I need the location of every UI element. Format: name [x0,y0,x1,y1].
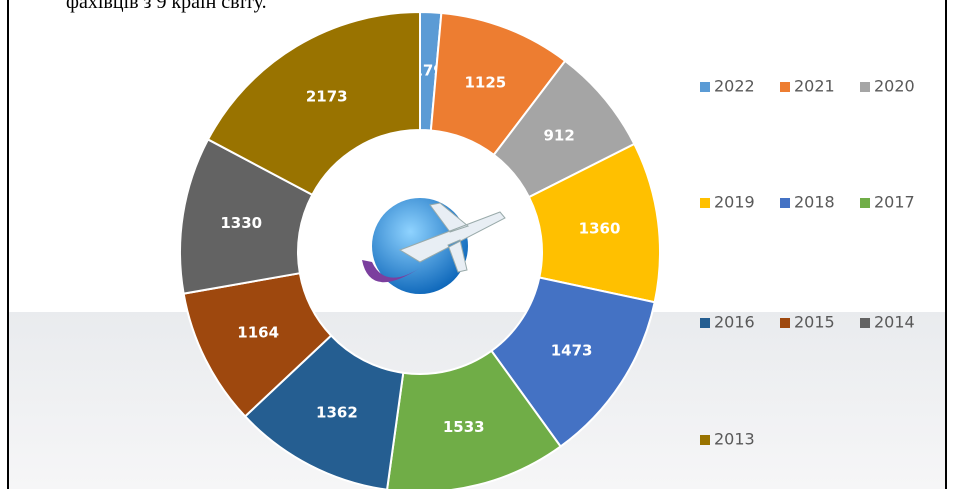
caption: фахівців з 9 країн світу. [66,0,267,13]
legend-swatch [780,318,790,328]
legend-swatch [860,198,870,208]
slice-label: 912 [543,127,574,145]
legend-label: 2016 [714,313,755,332]
slice-label: 1164 [237,324,279,342]
legend-label: 2014 [874,313,915,332]
legend-swatch [860,318,870,328]
legend-label: 2017 [874,193,915,212]
legend-label: 2013 [714,430,755,449]
slice-label: 1360 [579,219,621,237]
legend-swatch [700,318,710,328]
legend-swatch [700,435,710,445]
legend-swatch [700,82,710,92]
slice-label: 1362 [316,403,358,421]
legend-label: 2018 [794,193,835,212]
legend-label: 2015 [794,313,835,332]
legend-label: 2022 [714,77,755,96]
slice-label: 1330 [220,214,262,232]
slice-label: 1533 [443,418,485,436]
slice-label: 1473 [551,341,593,359]
legend-label: 2021 [794,77,835,96]
chart: фахівців з 9 країн світу. 17911259121360… [0,0,955,489]
legend-swatch [780,82,790,92]
legend-swatch [780,198,790,208]
legend-swatch [860,82,870,92]
slice-label: 1125 [464,74,506,92]
legend-swatch [700,198,710,208]
legend-label: 2020 [874,77,915,96]
legend-label: 2019 [714,193,755,212]
slice-label: 2173 [306,87,348,105]
